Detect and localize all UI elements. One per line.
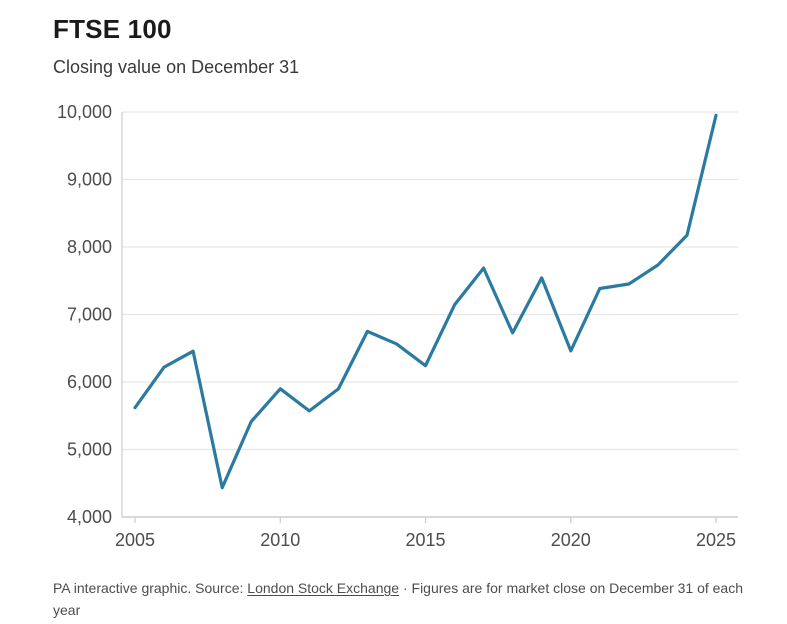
- y-axis-label: 5,000: [67, 440, 112, 460]
- footer-prefix: PA interactive graphic. Source:: [53, 580, 248, 596]
- x-axis-label: 2005: [115, 530, 155, 550]
- source-link[interactable]: London Stock Exchange: [247, 580, 400, 596]
- y-axis-label: 10,000: [57, 102, 112, 122]
- footer-suffix: · Figures are for market close on Decemb…: [53, 580, 744, 618]
- x-axis-label: 2020: [551, 530, 591, 550]
- y-axis-label: 6,000: [67, 372, 112, 392]
- footer-note: PA interactive graphic. Source: London S…: [53, 577, 753, 621]
- x-axis-label: 2025: [696, 530, 736, 550]
- y-axis-label: 8,000: [67, 237, 112, 257]
- y-axis-label: 7,000: [67, 305, 112, 325]
- data-line-ftse: [133, 113, 718, 490]
- y-axis-label: 9,000: [67, 170, 112, 190]
- page-title: FTSE 100: [53, 14, 172, 44]
- y-axis-label: 4,000: [67, 507, 112, 527]
- x-axis-label: 2010: [260, 530, 300, 550]
- x-axis-label: 2015: [405, 530, 445, 550]
- page-subtitle: Closing value on December 31: [53, 57, 300, 77]
